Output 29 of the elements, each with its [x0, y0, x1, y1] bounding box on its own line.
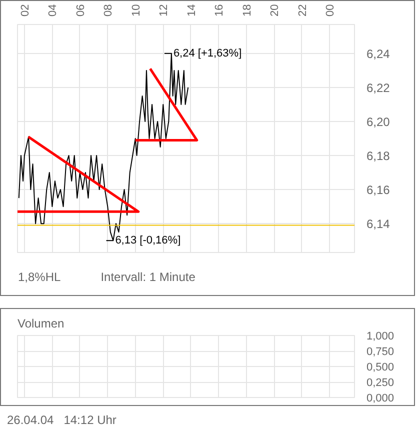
- y-tick-label: 0,000: [366, 392, 394, 405]
- y-tick-label: 6,20: [366, 114, 390, 129]
- x-tick-label: 02: [19, 4, 32, 16]
- x-tick-label: 14: [186, 4, 198, 16]
- y-tick-label: 6,18: [366, 149, 390, 164]
- text: 1,8%HL: [18, 270, 61, 284]
- x-tick-label: 00: [324, 4, 337, 16]
- text: 26.04.04 14:12 Uhr: [7, 413, 116, 428]
- x-tick-label: 06: [74, 4, 87, 16]
- x-tick-label: 04: [47, 4, 60, 16]
- x-tick-label: 10: [130, 4, 142, 16]
- x-tick-label: 16: [214, 4, 226, 16]
- y-tick-label: 0,750: [366, 346, 394, 358]
- y-tick-label: 0,500: [366, 362, 394, 374]
- x-tick-label: 08: [102, 4, 115, 16]
- text: Intervall: 1 Minute: [100, 270, 196, 284]
- x-tick-label: 18: [241, 4, 254, 16]
- y-tick-label: 6,14: [366, 217, 390, 232]
- x-tick-label: 22: [296, 4, 309, 16]
- y-tick-label: 0,250: [366, 377, 394, 390]
- annotation: 6,24 [+1,63%]: [173, 47, 242, 60]
- y-tick-label: 6,16: [366, 183, 390, 198]
- y-tick-label: 6,24: [366, 46, 390, 61]
- annotation: 6,13 [-0,16%]: [115, 234, 181, 247]
- x-tick-label: 20: [269, 4, 282, 16]
- y-tick-label: 1,000: [366, 330, 394, 343]
- y-tick-label: 6,22: [366, 80, 390, 95]
- chart-title: Volumen: [18, 316, 64, 331]
- x-tick-label: 12: [158, 4, 170, 16]
